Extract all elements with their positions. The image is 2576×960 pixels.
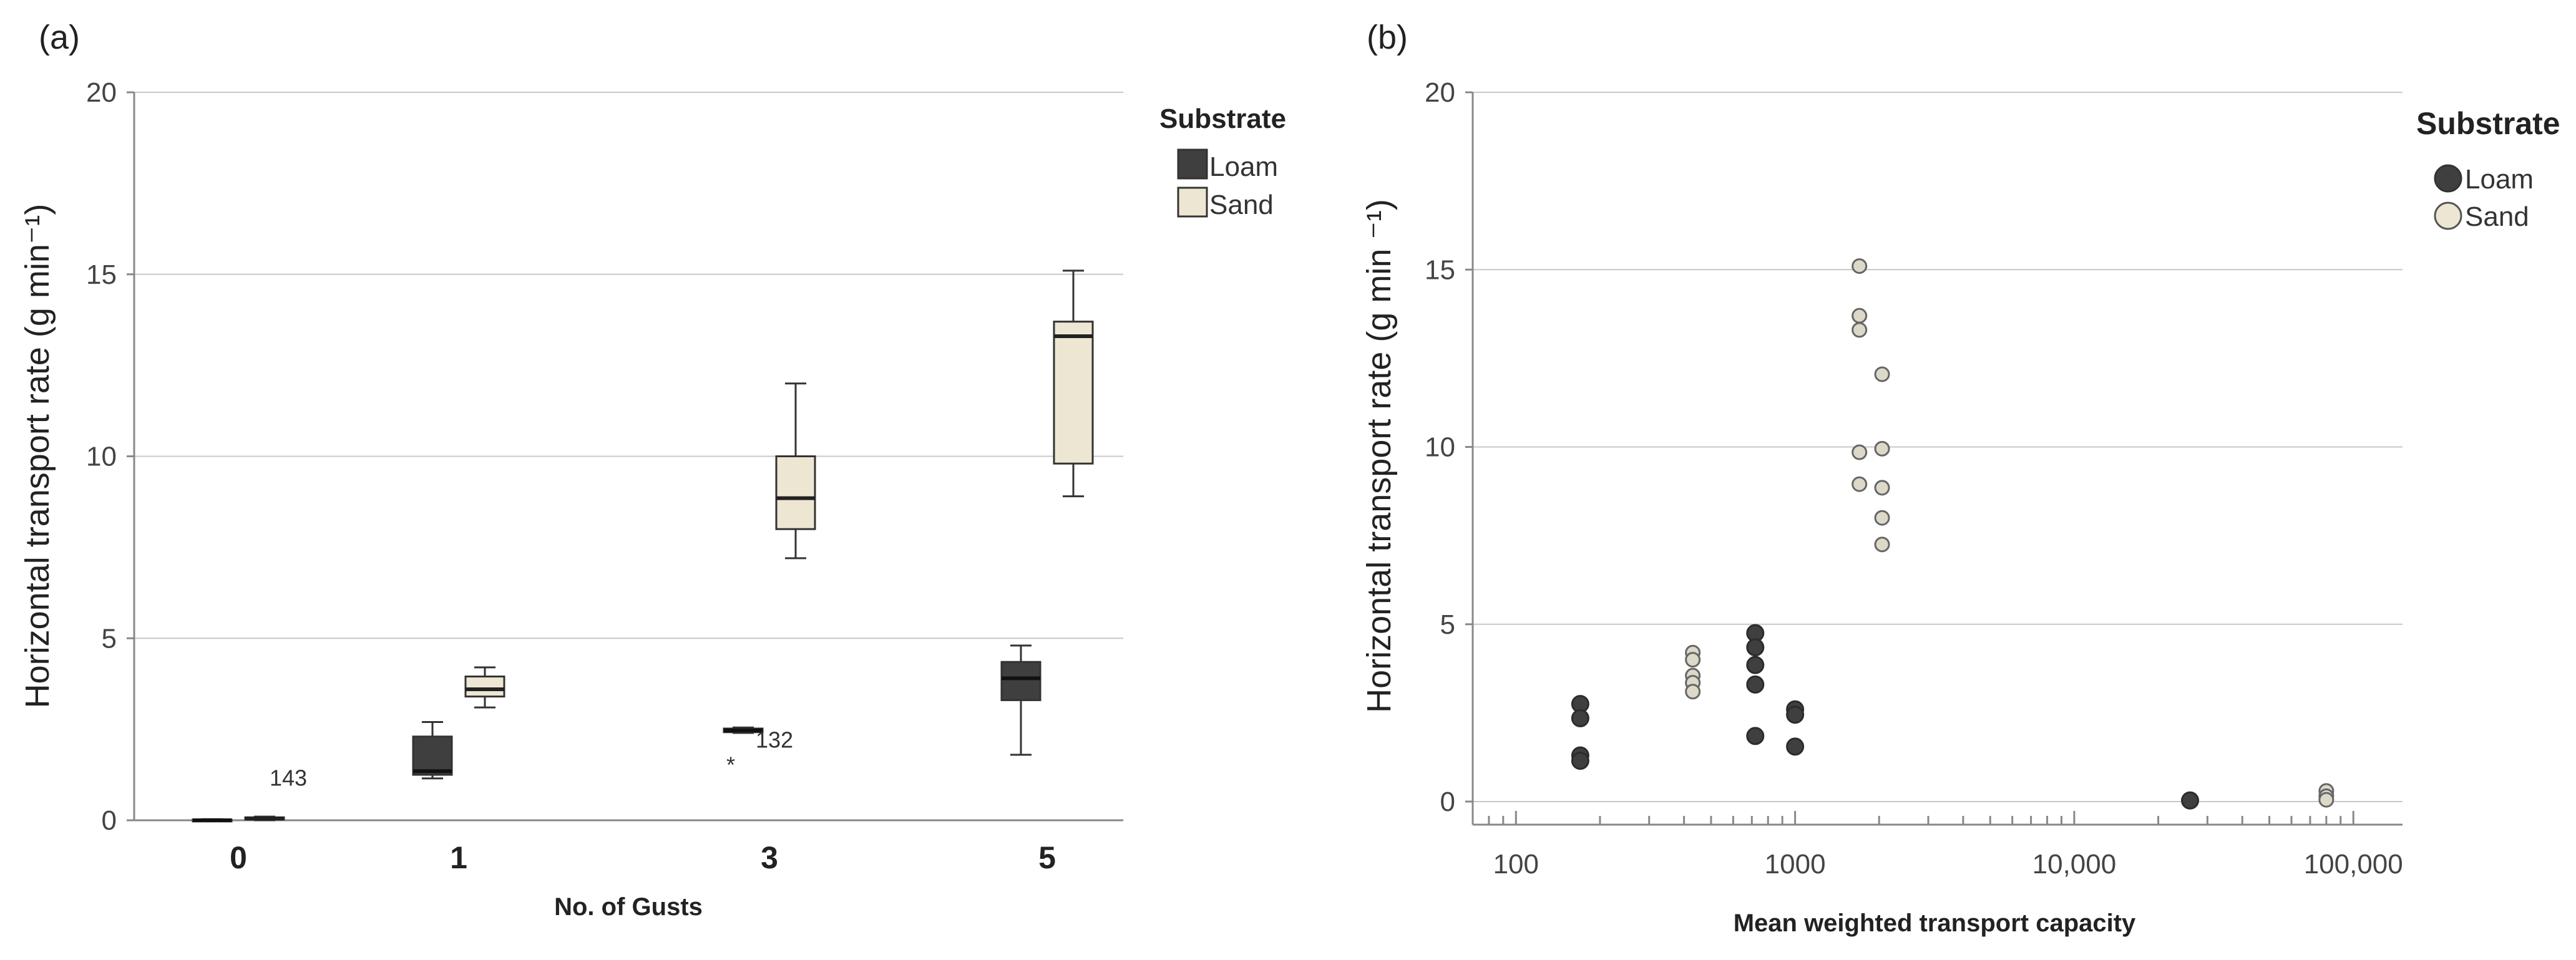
panel-a-outliers: 143 * 132 — [270, 727, 793, 791]
box-loam-1 — [412, 720, 453, 780]
panel-a-x-tick-label: 1 — [450, 840, 467, 875]
point-loam — [1746, 638, 1765, 657]
panel-a-y-tick-label: 5 — [102, 623, 117, 654]
panel-a-gridlines — [134, 92, 1123, 639]
point-loam — [2181, 791, 2200, 810]
box-iqr — [464, 676, 505, 698]
panel-b-gridlines — [1473, 92, 2403, 802]
panel-a-y-axis-label: Horizontal transport rate (g min⁻¹) — [19, 204, 56, 709]
point-loam — [1746, 675, 1765, 694]
panel-a-x-axis-label: No. of Gusts — [554, 893, 703, 921]
point-sand — [1874, 366, 1890, 382]
panel-b-y-tick-label: 5 — [1440, 609, 1455, 640]
outlier-label: 143 — [270, 765, 307, 791]
panel-a-label: (a) — [39, 19, 80, 56]
box-iqr — [1000, 661, 1042, 701]
point-sand — [1874, 440, 1890, 457]
panel-b-label: (b) — [1367, 19, 1408, 56]
box-sand-3 — [775, 382, 816, 560]
panel-b-legend-swatch-sand — [2434, 201, 2462, 230]
panel-b-legend-loam: Loam — [2465, 164, 2534, 195]
box-sand-1 — [464, 666, 505, 709]
panel-a-y-tick-label: 0 — [102, 805, 117, 836]
box-loam-3 — [723, 726, 764, 734]
panel-a-x-tick-label: 5 — [1038, 840, 1056, 875]
panel-a-x-ticks: 0 1 3 5 — [230, 840, 1056, 875]
panel-b-x-tick-label: 10,000 — [2032, 849, 2117, 880]
point-loam — [1571, 709, 1589, 727]
panel-b-y-tick-label: 20 — [1425, 77, 1455, 108]
panel-b-y-tick-label: 15 — [1425, 255, 1455, 285]
panel-b-y-tick-label: 0 — [1440, 787, 1455, 817]
box-iqr — [412, 735, 453, 776]
point-loam — [1786, 705, 1805, 724]
panel-b-x-ticks: 100 1000 10,000 100,000 — [1471, 811, 2403, 880]
point-sand — [1852, 308, 1868, 324]
box-iqr — [775, 455, 816, 530]
point-sand — [1852, 258, 1868, 274]
panel-a-legend-sand: Sand — [1209, 190, 1274, 220]
panel-b-legend-swatch-loam — [2434, 164, 2462, 193]
panel-b-y-axis-label: Horizontal transport rate (g min ⁻¹) — [1360, 199, 1398, 713]
panel-a-legend-swatch-sand — [1177, 187, 1208, 218]
point-sand — [2318, 792, 2334, 808]
panel-b-x-tick-label: 1000 — [1765, 849, 1826, 880]
panel-a-legend-loam: Loam — [1209, 152, 1278, 182]
panel-b-y-ticks: 0 5 10 15 20 — [1425, 77, 1473, 817]
panel-a-y-ticks: 0 5 10 15 20 — [86, 77, 134, 836]
panel-b-x-tick-label: 100 — [1493, 849, 1539, 880]
panel-b-y-tick-label: 10 — [1425, 432, 1455, 463]
point-sand — [1874, 510, 1890, 526]
panel-b-x-axis-label: Mean weighted transport capacity — [1734, 909, 2136, 937]
panel-a-y-tick-label: 20 — [86, 77, 117, 108]
point-loam — [1746, 727, 1765, 745]
outlier-marker: * — [726, 752, 735, 778]
panel-b-legend-title: Substrate — [2416, 106, 2560, 141]
panel-a-legend-title: Substrate — [1159, 104, 1286, 134]
panel-a-legend-swatch-loam — [1177, 148, 1208, 180]
point-sand — [1874, 536, 1890, 553]
point-loam — [1746, 656, 1765, 674]
panel-a-x-tick-label: 0 — [230, 840, 247, 875]
point-sand — [1874, 480, 1890, 496]
panel-a-x-tick-label: 3 — [761, 840, 778, 875]
box-loam-5 — [1000, 644, 1042, 756]
outlier-label: 132 — [756, 727, 793, 753]
point-sand — [1685, 652, 1701, 668]
point-loam — [1571, 752, 1589, 770]
point-sand — [1685, 684, 1701, 700]
panel-b-points — [1571, 258, 2334, 810]
point-sand — [1852, 444, 1868, 460]
box-loam-0 — [192, 818, 233, 823]
point-sand — [1852, 476, 1868, 492]
panel-a-y-tick-label: 10 — [86, 442, 117, 472]
box-iqr — [1053, 321, 1094, 465]
panel-b-x-tick-label: 100,000 — [2304, 849, 2403, 880]
point-loam — [1786, 737, 1805, 756]
panel-a-y-tick-label: 15 — [86, 259, 117, 290]
box-sand-0 — [244, 815, 285, 822]
panel-b-legend-sand: Sand — [2465, 201, 2529, 232]
box-sand-5 — [1053, 269, 1094, 498]
point-sand — [1852, 322, 1868, 338]
panel-a-boxes — [192, 269, 1094, 823]
